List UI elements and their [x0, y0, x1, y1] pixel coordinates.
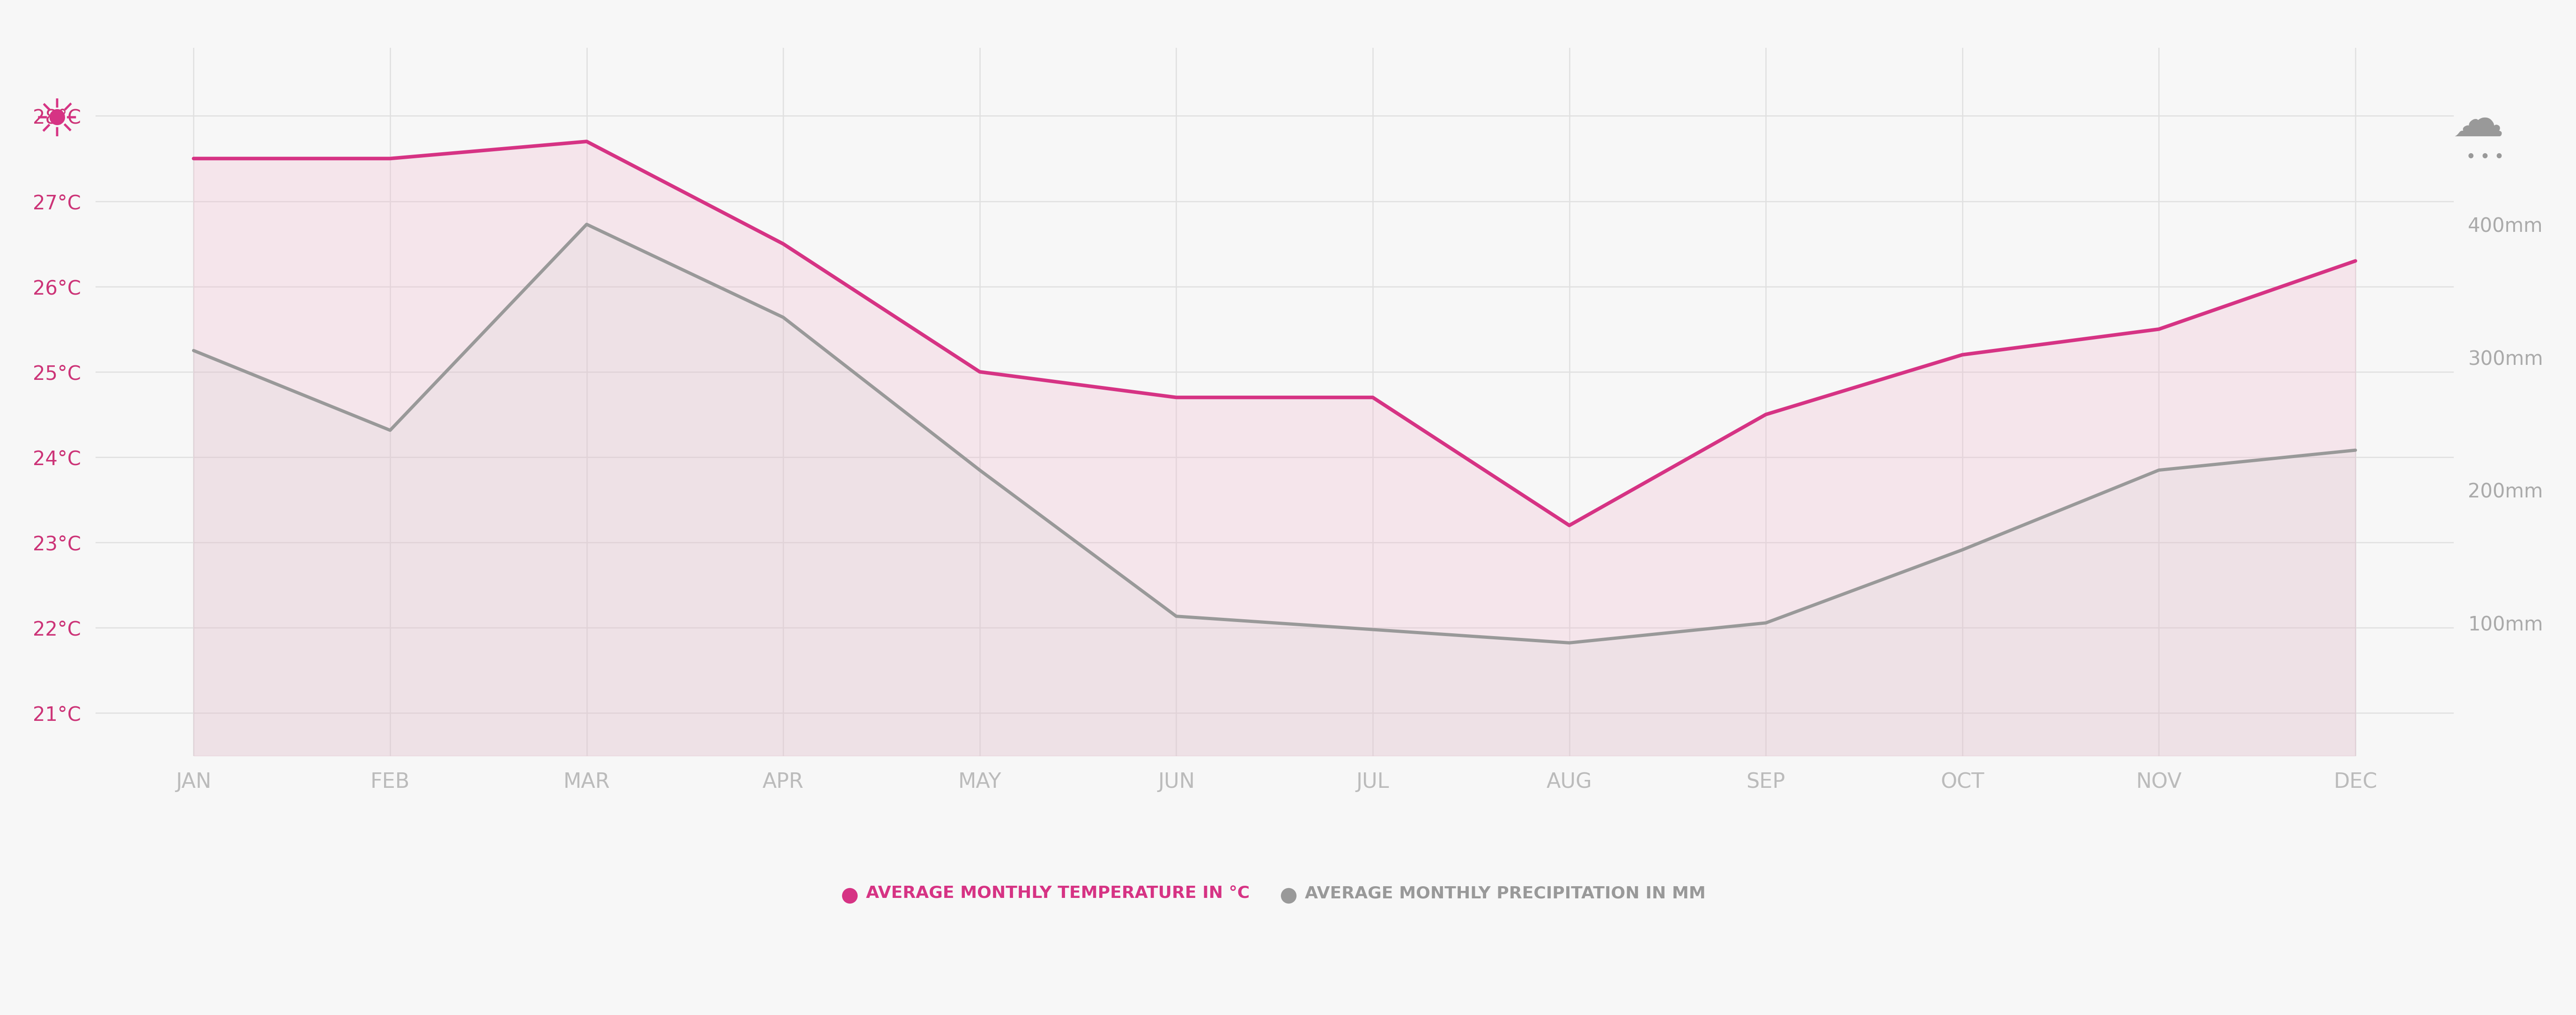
Text: • • •: • • •	[2465, 150, 2504, 164]
Text: ☁: ☁	[2452, 96, 2504, 147]
Text: ☀: ☀	[33, 96, 80, 147]
Legend: AVERAGE MONTHLY TEMPERATURE IN °C, AVERAGE MONTHLY PRECIPITATION IN MM: AVERAGE MONTHLY TEMPERATURE IN °C, AVERA…	[842, 885, 1705, 901]
